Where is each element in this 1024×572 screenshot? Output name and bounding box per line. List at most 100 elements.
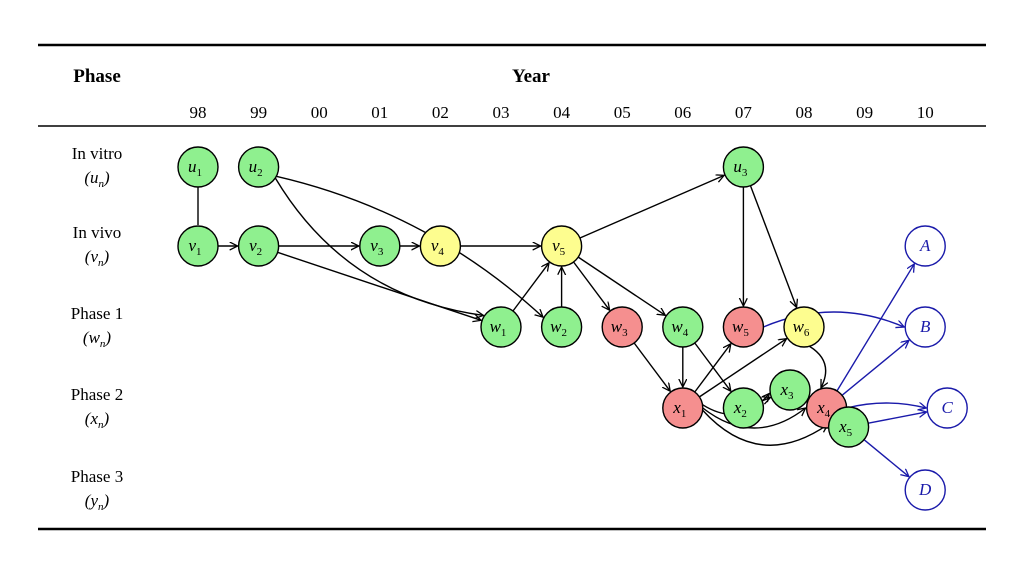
- node-u2: u2: [237, 146, 280, 188]
- year-label-00: 00: [311, 103, 328, 122]
- edge-w6-x4: [809, 345, 825, 388]
- node-label-u3: u3: [733, 157, 748, 179]
- node-circle-A: [904, 225, 946, 267]
- node-w6: w6: [783, 306, 825, 348]
- year-label-03: 03: [493, 103, 510, 122]
- node-B: B: [904, 306, 946, 348]
- year-label-04: 04: [553, 103, 571, 122]
- node-v3: v3: [359, 225, 401, 267]
- node-circle-v5: [540, 225, 583, 267]
- year-label-06: 06: [674, 103, 691, 122]
- node-u3: u3: [722, 146, 765, 188]
- node-label-x4: x4: [816, 398, 831, 420]
- node-circle-x2: [722, 387, 765, 429]
- node-label-w4: w4: [671, 317, 688, 339]
- node-circle-u3: [722, 146, 765, 188]
- node-label-w1: w1: [490, 317, 507, 339]
- edge-x2-x3: [762, 398, 770, 401]
- phase-symbol-3: (xn): [85, 409, 110, 431]
- node-label-v1: v1: [188, 236, 201, 258]
- node-label-v4: v4: [431, 236, 445, 258]
- year-ticks: 98 99 00 01 02 03 04 05 06 07 08 09 10: [190, 103, 934, 122]
- node-circle-D: [904, 469, 946, 511]
- node-label-w2: w2: [550, 317, 567, 339]
- edge-x5-D: [863, 439, 909, 477]
- node-label-w3: w3: [611, 317, 628, 339]
- edge-w1-v5: [512, 263, 549, 312]
- node-w3: w3: [601, 306, 643, 348]
- node-label-x3: x3: [779, 380, 794, 402]
- node-v4: v4: [419, 225, 462, 267]
- edge-x1-x5: [702, 409, 828, 446]
- node-circle-v2: [237, 225, 280, 267]
- edge-x4-B: [841, 340, 909, 396]
- year-label-01: 01: [371, 103, 388, 122]
- node-x1: x1: [662, 387, 704, 429]
- phase-name-3: Phase 2: [71, 385, 123, 404]
- node-circle-C: [926, 387, 968, 429]
- phase-labels: In vitro (un) In vivo (vn) Phase 1 (wn) Phase …: [71, 144, 123, 513]
- node-circle-w4: [662, 306, 704, 348]
- phase-symbol-0: (un): [84, 168, 110, 190]
- node-C: C: [926, 387, 968, 429]
- edges: [197, 175, 927, 477]
- node-circle-u2: [237, 146, 280, 188]
- node-label-C: C: [942, 398, 954, 417]
- node-circle-v3: [359, 225, 401, 267]
- edge-v5-w4: [577, 256, 665, 315]
- node-v1: v1: [177, 225, 219, 267]
- node-label-A: A: [919, 236, 931, 255]
- node-label-w5: w5: [732, 317, 749, 339]
- node-x5: x5: [827, 406, 870, 448]
- node-w1: w1: [480, 306, 522, 348]
- node-circle-w6: [783, 306, 825, 348]
- node-circle-v1: [177, 225, 219, 267]
- phase-name-4: Phase 3: [71, 467, 123, 486]
- node-w2: w2: [540, 306, 583, 348]
- node-label-u2: u2: [249, 157, 263, 179]
- edge-x1-w6: [699, 339, 786, 398]
- phase-name-1: In vivo: [73, 223, 122, 242]
- edge-x4-A: [836, 264, 914, 392]
- phase-symbol-2: (wn): [83, 328, 112, 350]
- node-circle-w3: [601, 306, 643, 348]
- node-label-v3: v3: [370, 236, 384, 258]
- year-label-09: 09: [856, 103, 873, 122]
- node-circle-w1: [480, 306, 522, 348]
- phase-name-0: In vitro: [72, 144, 123, 163]
- phase-symbol-4: (yn): [85, 491, 110, 513]
- year-label-05: 05: [614, 103, 631, 122]
- node-label-x2: x2: [733, 398, 747, 420]
- node-w4: w4: [662, 306, 704, 348]
- year-label-99: 99: [250, 103, 267, 122]
- year-label-98: 98: [190, 103, 207, 122]
- edge-x1-w5: [694, 344, 731, 393]
- node-circle-B: [904, 306, 946, 348]
- year-label-07: 07: [735, 103, 753, 122]
- edge-x5-C: [868, 412, 926, 424]
- node-label-v5: v5: [552, 236, 566, 258]
- edge-v5-u3: [579, 175, 724, 239]
- phase-column-header: Phase: [73, 66, 121, 87]
- node-circle-v4: [419, 225, 462, 267]
- year-label-10: 10: [917, 103, 934, 122]
- node-v5: v5: [540, 225, 583, 267]
- phase-symbol-1: (vn): [85, 247, 110, 269]
- node-circle-u1: [177, 146, 219, 188]
- node-label-v2: v2: [249, 236, 262, 258]
- node-label-w6: w6: [793, 317, 810, 339]
- node-w5: w5: [722, 306, 765, 348]
- node-D: D: [904, 469, 946, 511]
- node-x2: x2: [722, 387, 765, 429]
- nodes: u1 u2 u3 v1 v2 v3 v4 v5 w1 w2 w3 w4 w5 w6 x1 x2 x3 x4 x5 A B…: [177, 146, 968, 511]
- node-A: A: [904, 225, 946, 267]
- node-label-x1: x1: [672, 398, 686, 420]
- node-circle-x1: [662, 387, 704, 429]
- year-label-02: 02: [432, 103, 449, 122]
- edge-v5-w3: [573, 261, 610, 310]
- edge-u2-w1: [274, 177, 483, 315]
- node-circle-x3: [769, 369, 811, 411]
- node-circle-w5: [722, 306, 765, 348]
- edge-x4-C: [846, 403, 927, 408]
